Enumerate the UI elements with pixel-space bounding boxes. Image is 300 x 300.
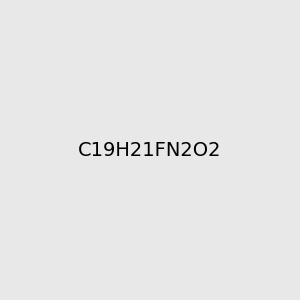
Text: C19H21FN2O2: C19H21FN2O2	[78, 140, 222, 160]
